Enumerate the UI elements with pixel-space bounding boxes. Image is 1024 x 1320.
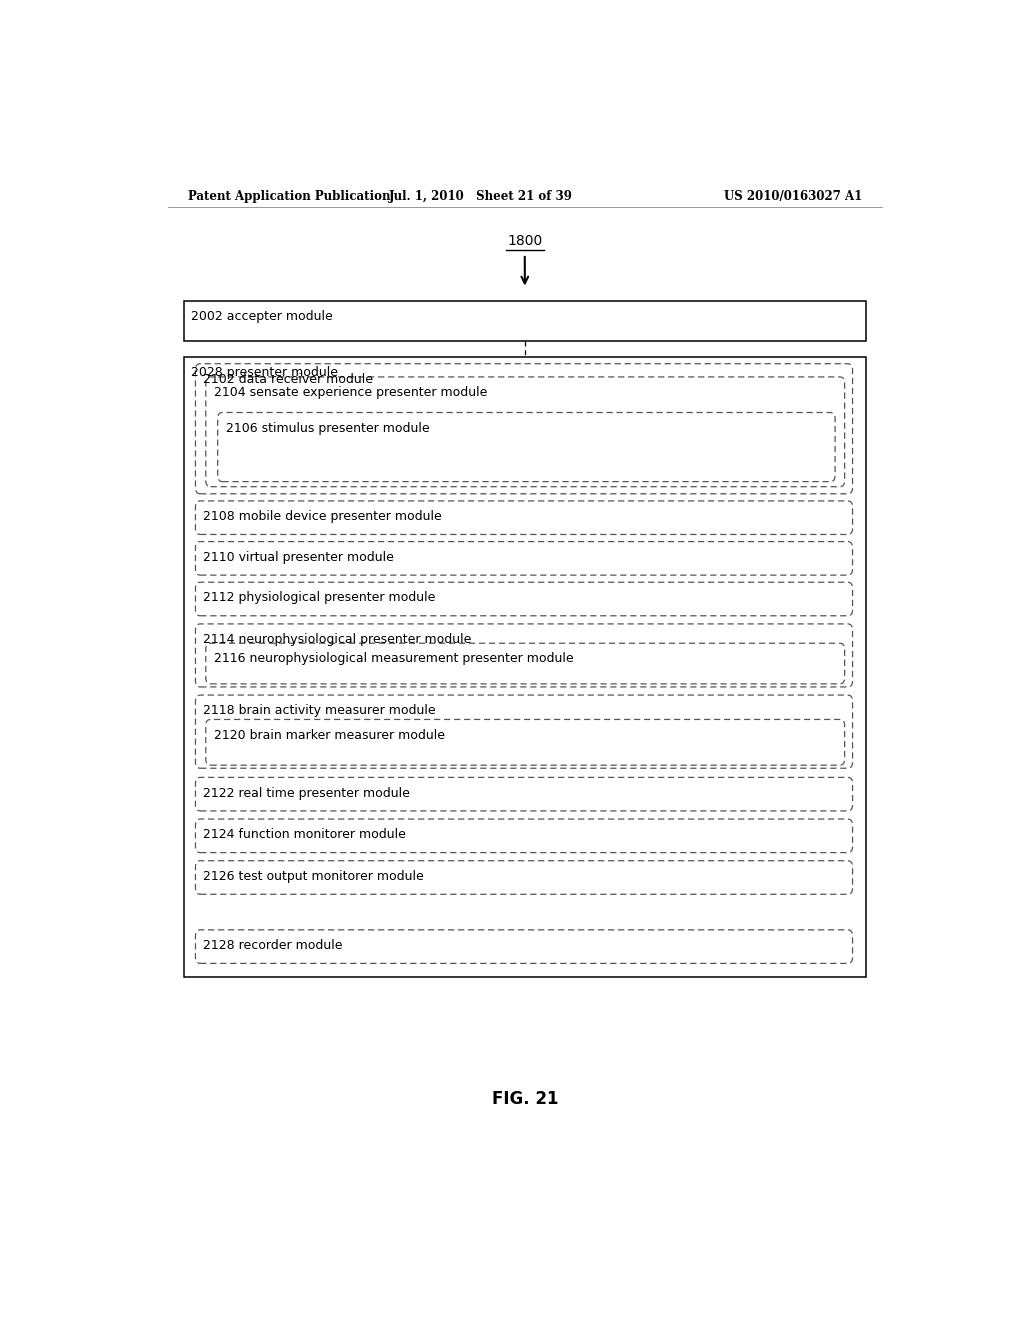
Text: 2118 brain activity measurer module: 2118 brain activity measurer module: [204, 704, 436, 717]
Text: FIG. 21: FIG. 21: [492, 1089, 558, 1107]
FancyBboxPatch shape: [196, 582, 853, 615]
FancyBboxPatch shape: [196, 861, 853, 894]
Text: 2028 presenter module: 2028 presenter module: [191, 366, 339, 379]
FancyBboxPatch shape: [206, 643, 845, 684]
Text: 2120 brain marker measurer module: 2120 brain marker measurer module: [214, 729, 444, 742]
Text: 2126 test output monitorer module: 2126 test output monitorer module: [204, 870, 424, 883]
Text: 2112 physiological presenter module: 2112 physiological presenter module: [204, 591, 436, 605]
Text: 2110 virtual presenter module: 2110 virtual presenter module: [204, 550, 394, 564]
Text: 2114 neurophysiological presenter module: 2114 neurophysiological presenter module: [204, 634, 472, 645]
FancyBboxPatch shape: [218, 412, 836, 482]
FancyBboxPatch shape: [196, 541, 853, 576]
Text: 2122 real time presenter module: 2122 real time presenter module: [204, 787, 411, 800]
Text: 2116 neurophysiological measurement presenter module: 2116 neurophysiological measurement pres…: [214, 652, 573, 665]
FancyBboxPatch shape: [196, 624, 853, 686]
Text: 2124 function monitorer module: 2124 function monitorer module: [204, 828, 407, 841]
Text: Jul. 1, 2010   Sheet 21 of 39: Jul. 1, 2010 Sheet 21 of 39: [389, 190, 573, 202]
FancyBboxPatch shape: [196, 364, 853, 494]
FancyBboxPatch shape: [183, 356, 866, 977]
Text: 2102 data receiver module: 2102 data receiver module: [204, 372, 374, 385]
FancyBboxPatch shape: [183, 301, 866, 342]
Text: 2002 accepter module: 2002 accepter module: [191, 310, 333, 323]
FancyBboxPatch shape: [196, 500, 853, 535]
Text: 2104 sensate experience presenter module: 2104 sensate experience presenter module: [214, 385, 487, 399]
FancyBboxPatch shape: [196, 777, 853, 810]
FancyBboxPatch shape: [206, 719, 845, 766]
Text: 2108 mobile device presenter module: 2108 mobile device presenter module: [204, 510, 442, 523]
Text: US 2010/0163027 A1: US 2010/0163027 A1: [724, 190, 862, 202]
FancyBboxPatch shape: [206, 378, 845, 487]
FancyBboxPatch shape: [196, 929, 853, 964]
Text: 2128 recorder module: 2128 recorder module: [204, 939, 343, 952]
FancyBboxPatch shape: [196, 696, 853, 768]
FancyBboxPatch shape: [196, 818, 853, 853]
Text: 2106 stimulus presenter module: 2106 stimulus presenter module: [225, 421, 429, 434]
Text: 1800: 1800: [507, 234, 543, 248]
Text: Patent Application Publication: Patent Application Publication: [187, 190, 390, 202]
